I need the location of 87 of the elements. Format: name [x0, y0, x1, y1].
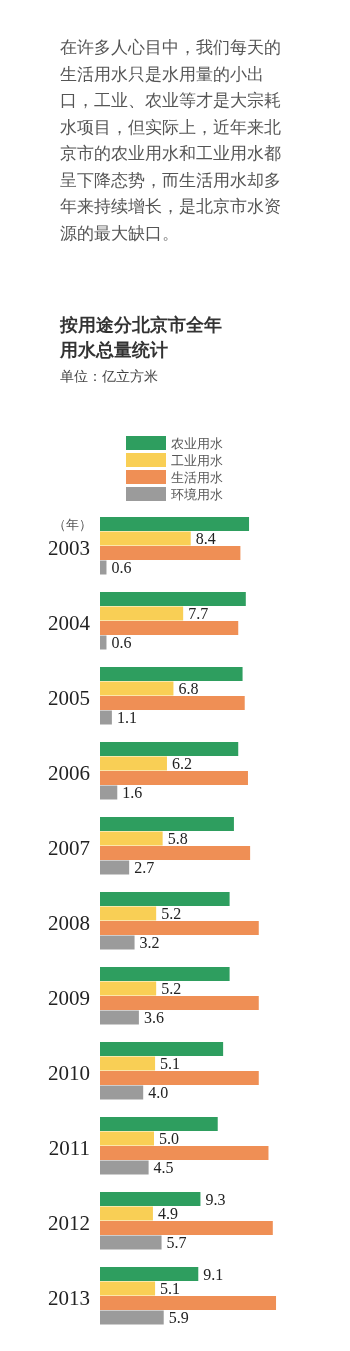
bar [100, 1146, 269, 1160]
data-label: 5.9 [168, 1309, 189, 1327]
bar [100, 696, 245, 710]
data-label: 9.1 [203, 1265, 224, 1283]
data-label: 3.2 [139, 934, 160, 952]
bar [100, 785, 118, 800]
bar [100, 935, 135, 950]
bar [100, 1267, 199, 1281]
y-tick-label: 2012 [48, 1211, 90, 1235]
bar [100, 1310, 164, 1325]
y-tick-label: 2005 [48, 686, 90, 710]
chart-title: 按用途分北京市全年用水总量统计 [60, 313, 223, 362]
bar [100, 517, 250, 531]
bar [100, 1056, 156, 1071]
bar [100, 546, 241, 560]
y-tick-label: 2009 [48, 986, 90, 1010]
bar [100, 560, 107, 575]
data-label: 5.8 [167, 830, 188, 848]
data-label: 0.6 [111, 634, 132, 652]
legend-label: 农业用水 [171, 436, 223, 451]
data-label: 2.7 [134, 859, 155, 877]
bar [100, 906, 157, 921]
bar [100, 846, 251, 860]
bar [100, 1221, 273, 1235]
bar [100, 1071, 259, 1085]
bar [100, 1085, 144, 1100]
y-tick-label: 2006 [48, 761, 90, 785]
data-label: 4.9 [157, 1205, 178, 1223]
y-tick-label: 2011 [48, 1136, 90, 1160]
bar [100, 635, 107, 650]
y-tick-label: 2007 [48, 836, 90, 860]
bar [100, 592, 246, 606]
data-label: 8.4 [195, 530, 216, 548]
bar [100, 1042, 224, 1056]
bar [100, 681, 174, 696]
data-label: 5.1 [160, 1055, 181, 1073]
bar [100, 756, 167, 771]
y-tick-label: 2013 [48, 1286, 90, 1310]
bar [100, 531, 191, 546]
y-tick-label: 2008 [48, 911, 90, 935]
bar [100, 831, 163, 846]
data-label: 0.6 [111, 559, 132, 577]
bar [100, 606, 184, 621]
y-tick-label: 2004 [48, 611, 91, 635]
legend-label: 工业用水 [171, 453, 223, 468]
data-label: 7.7 [188, 605, 209, 623]
bar [100, 996, 259, 1010]
bar [100, 1131, 154, 1146]
data-label: 9.3 [205, 1190, 226, 1208]
bar [100, 1160, 149, 1175]
bar [100, 1192, 201, 1206]
data-label: 5.2 [161, 905, 182, 923]
bar [100, 967, 230, 981]
data-label: 5.7 [166, 1234, 187, 1252]
data-label: 6.8 [178, 680, 199, 698]
data-label: 5.2 [161, 980, 182, 998]
y-tick-label: 2010 [48, 1061, 90, 1085]
bar [100, 742, 239, 756]
bar [100, 1117, 218, 1131]
data-label: 6.2 [171, 755, 192, 773]
y-axis-title: （年） [53, 517, 92, 532]
bar [100, 1296, 277, 1310]
bar [100, 1235, 162, 1250]
data-label: 5.0 [159, 1130, 179, 1148]
chart-subtitle: 单位：亿立方米 [60, 368, 158, 386]
data-label: 1.1 [116, 709, 137, 727]
legend-label: 生活用水 [171, 470, 223, 485]
data-label: 4.0 [148, 1084, 169, 1102]
bar [100, 1010, 139, 1025]
bar [100, 860, 130, 875]
bar [100, 621, 239, 635]
bar [100, 771, 248, 785]
bar [100, 892, 230, 906]
legend-label: 环境用水 [171, 487, 223, 502]
y-tick-label: 2003 [48, 536, 90, 560]
bar [100, 667, 243, 681]
data-label: 1.6 [122, 784, 143, 802]
bar [100, 1281, 156, 1296]
bar [100, 817, 234, 831]
text: 在许多人心目中，我们每天的生活用水只是水用量的小出口，工业、农业等才是大宗耗水项目，但实际上，近年来北京市的农业用水和工业用水都呈下降态势，而生活用水却多年来持续增长，是北京市水资源的最大缺口。 [60, 36, 282, 245]
bar [100, 981, 157, 996]
data-label: 3.6 [143, 1009, 164, 1027]
bar [100, 1206, 153, 1221]
data-label: 4.5 [153, 1159, 174, 1177]
data-label: 5.1 [160, 1280, 181, 1298]
bar [100, 710, 112, 725]
bar [100, 921, 259, 935]
